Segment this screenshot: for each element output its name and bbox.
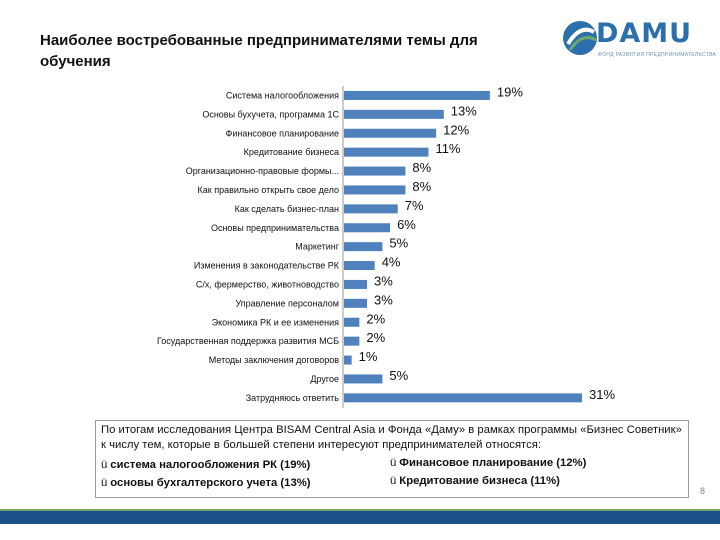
bullet-financial-planning: ü Финансовое планирование (12%) (390, 457, 586, 469)
bar (344, 279, 368, 289)
bullet-text: основы бухгалтерского учета (13%) (110, 477, 311, 489)
page-number: 8 (700, 486, 706, 496)
value-label: 8% (412, 160, 431, 175)
bullet-tax: ü система налогообложения РК (19%) (101, 459, 310, 471)
category-label: С/х, фермерство, животноводство (196, 279, 339, 289)
check-icon: ü (101, 459, 108, 471)
category-label: Затрудняюсь ответить (246, 393, 340, 403)
bar (344, 109, 444, 119)
bar-chart: Система налогообложения 19% Основы бухучет… (157, 84, 615, 408)
info-box: По итогам исследования Центра BISAM Cent… (95, 420, 689, 498)
bullet-crediting: ü Кредитование бизнеса (11%) (390, 475, 560, 487)
category-label: Изменения в законодательстве РК (194, 261, 340, 271)
check-icon: ü (390, 475, 397, 487)
category-label: Другое (310, 374, 339, 384)
category-label: Основы предпринимательства (211, 223, 339, 233)
value-label: 2% (366, 330, 385, 345)
bullet-text: Финансовое планирование (12%) (399, 457, 587, 469)
bar (344, 166, 406, 176)
damu-logo-icon (563, 21, 597, 55)
bar (344, 204, 398, 214)
bar (344, 90, 490, 100)
value-label: 5% (389, 368, 408, 383)
bar (344, 298, 368, 308)
value-label: 12% (443, 122, 469, 137)
value-label: 3% (374, 292, 393, 307)
info-text: По итогам исследования Центра BISAM Cent… (101, 424, 682, 451)
value-label: 11% (435, 141, 460, 156)
category-label: Как сделать бизнес-план (235, 204, 339, 214)
logo-name: DAMU (596, 18, 693, 49)
bar (344, 242, 383, 252)
category-label: Экономика РК и ее изменения (212, 317, 339, 327)
bullet-text: система налогообложения РК (19%) (110, 459, 311, 471)
bar (344, 128, 437, 138)
category-label: Государственная поддержка развития МСБ (157, 336, 339, 346)
value-label: 1% (359, 349, 378, 364)
check-icon: ü (390, 457, 397, 469)
category-label: Управление персоналом (235, 298, 339, 308)
value-label: 5% (389, 236, 408, 251)
category-label: Организационно-правовые формы... (186, 166, 339, 176)
category-label: Основы бухучета, программа 1С (202, 109, 339, 119)
value-label: 3% (374, 273, 393, 288)
category-label: Методы заключения договоров (209, 355, 339, 365)
category-label: Финансовое планирование (226, 128, 339, 138)
bullet-accounting: ü основы бухгалтерского учета (13%) (101, 477, 311, 489)
bullet-text: Кредитование бизнеса (11%) (399, 475, 560, 487)
value-label: 2% (366, 311, 385, 326)
bar (344, 393, 582, 403)
category-label: Кредитование бизнеса (244, 147, 339, 157)
bars-group: Система налогообложения 19% Основы бухучет… (157, 84, 615, 402)
logo-tagline: ФОНД РАЗВИТИЯ ПРЕДПРИНИМАТЕЛЬСТВА (598, 52, 717, 58)
value-label: 8% (412, 179, 431, 194)
bar (344, 261, 375, 271)
bar (344, 355, 352, 365)
value-label: 19% (497, 84, 523, 99)
category-label: Система налогообложения (226, 90, 339, 100)
value-label: 13% (451, 103, 477, 118)
bar (344, 185, 406, 195)
category-label: Как правильно открыть свое дело (198, 185, 339, 195)
value-label: 31% (589, 387, 615, 402)
category-label: Маркетинг (295, 242, 339, 252)
value-label: 4% (382, 255, 401, 270)
check-icon: ü (101, 477, 108, 489)
bar (344, 374, 383, 384)
value-label: 6% (397, 217, 416, 232)
bottom-band (0, 509, 720, 524)
bar (344, 223, 391, 233)
bar (344, 147, 429, 157)
value-label: 7% (405, 198, 424, 213)
bar (344, 317, 360, 327)
slide-title: Наиболее востребованные предпринимателям… (40, 32, 478, 70)
bar (344, 336, 360, 346)
